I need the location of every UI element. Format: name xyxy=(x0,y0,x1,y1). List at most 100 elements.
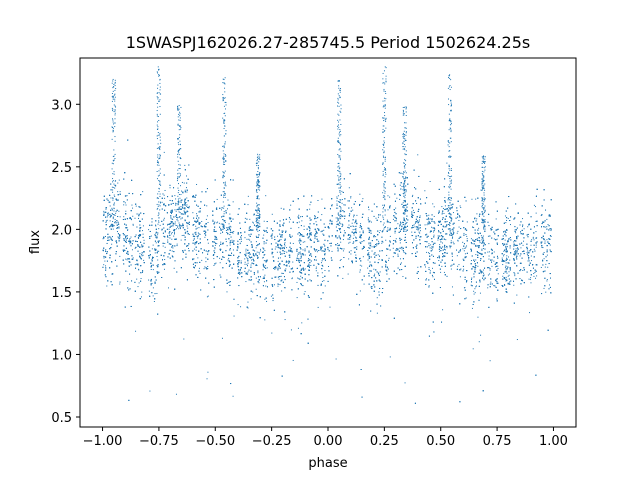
data-point xyxy=(157,234,159,236)
data-point xyxy=(335,358,337,360)
data-point xyxy=(240,240,242,242)
data-point xyxy=(185,187,187,189)
data-point xyxy=(253,283,255,285)
data-point xyxy=(184,219,186,221)
data-point xyxy=(174,232,176,234)
data-point xyxy=(388,206,390,208)
data-point xyxy=(417,154,419,156)
data-point xyxy=(443,271,445,273)
data-point xyxy=(529,312,531,314)
data-point xyxy=(464,287,466,289)
data-point xyxy=(439,250,441,252)
data-point xyxy=(188,248,190,249)
data-point xyxy=(396,197,398,199)
data-point xyxy=(164,246,166,248)
data-point xyxy=(350,196,352,198)
data-point xyxy=(257,230,259,232)
data-point xyxy=(505,222,507,224)
data-point xyxy=(317,306,319,308)
data-point xyxy=(429,218,431,220)
data-point xyxy=(207,295,209,297)
data-point xyxy=(457,240,459,242)
data-point xyxy=(474,217,476,219)
data-point xyxy=(483,222,485,224)
data-point xyxy=(296,281,298,283)
data-point xyxy=(419,230,421,232)
data-point xyxy=(379,230,381,232)
data-point xyxy=(309,208,311,210)
data-point xyxy=(529,279,531,281)
data-point xyxy=(431,247,433,249)
data-point xyxy=(164,242,166,244)
data-point xyxy=(340,213,342,215)
data-point xyxy=(130,236,132,238)
data-point xyxy=(315,230,317,232)
data-point xyxy=(232,249,234,251)
data-point xyxy=(466,235,468,237)
data-point xyxy=(442,309,444,311)
data-point xyxy=(531,260,533,262)
data-point xyxy=(277,235,279,237)
data-point xyxy=(300,244,302,246)
data-point xyxy=(245,248,247,250)
data-point xyxy=(352,229,354,231)
data-point xyxy=(204,224,206,226)
data-point xyxy=(320,247,322,249)
data-point xyxy=(392,247,394,249)
data-point xyxy=(175,202,177,204)
data-point xyxy=(129,243,131,245)
data-point xyxy=(470,284,472,286)
data-point xyxy=(444,221,446,223)
data-point xyxy=(399,225,401,227)
data-point xyxy=(186,191,188,193)
data-point xyxy=(309,219,311,221)
data-point xyxy=(514,229,516,231)
data-point xyxy=(291,235,293,237)
data-point xyxy=(433,231,435,233)
data-point xyxy=(321,260,323,262)
data-point xyxy=(186,205,188,207)
data-point xyxy=(463,268,465,270)
data-point xyxy=(117,222,119,224)
data-point xyxy=(336,221,338,223)
data-point xyxy=(430,244,432,246)
data-point xyxy=(187,216,189,218)
data-point xyxy=(418,224,420,226)
data-point xyxy=(161,201,163,203)
data-point xyxy=(546,279,548,281)
data-point xyxy=(429,181,431,182)
data-point xyxy=(417,278,419,280)
data-point xyxy=(376,244,378,246)
data-point xyxy=(181,225,183,227)
data-point xyxy=(180,190,182,192)
data-point xyxy=(283,287,285,289)
data-point xyxy=(131,204,133,206)
data-point xyxy=(540,215,542,217)
data-point xyxy=(227,259,229,261)
data-point xyxy=(502,255,504,257)
data-point xyxy=(142,230,144,232)
data-point xyxy=(173,267,175,269)
data-point xyxy=(123,249,125,251)
data-point xyxy=(327,240,329,242)
data-point xyxy=(489,360,491,362)
data-point xyxy=(431,218,433,220)
data-point xyxy=(214,221,216,223)
data-point xyxy=(541,246,543,248)
data-point xyxy=(336,200,338,202)
data-point xyxy=(352,209,354,211)
data-point xyxy=(458,219,460,221)
data-point xyxy=(126,195,128,197)
data-point xyxy=(356,214,358,216)
data-point xyxy=(509,282,511,284)
data-point xyxy=(263,281,265,283)
data-point xyxy=(310,264,312,266)
data-point xyxy=(464,279,466,281)
data-point xyxy=(196,213,198,215)
data-point xyxy=(143,239,145,241)
data-point xyxy=(141,254,143,256)
data-point xyxy=(370,244,372,246)
data-point xyxy=(351,222,353,224)
data-point xyxy=(417,266,419,268)
data-point xyxy=(139,228,141,230)
